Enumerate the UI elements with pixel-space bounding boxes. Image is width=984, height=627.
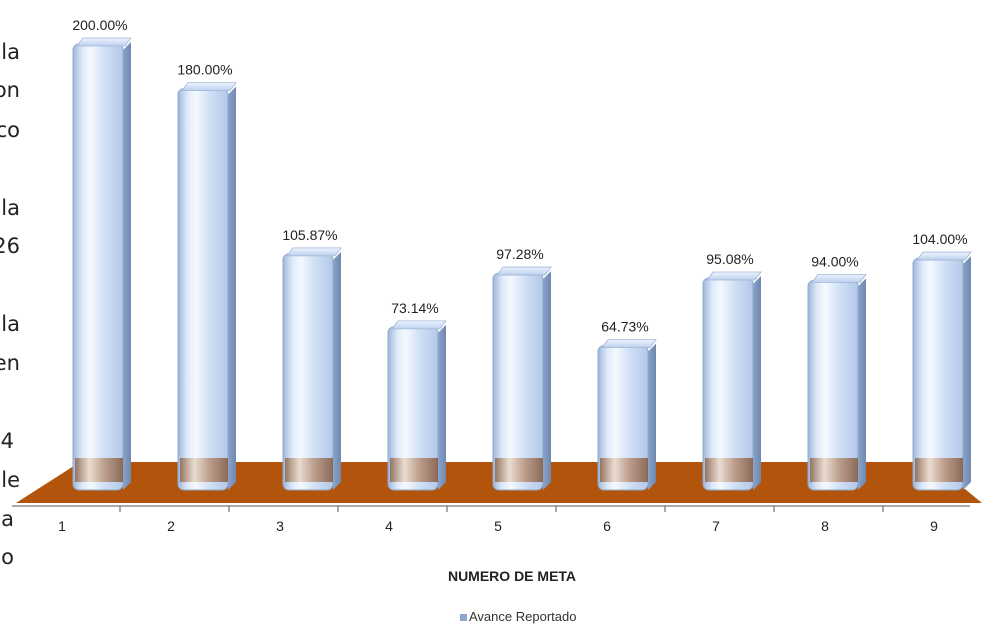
bar-side bbox=[543, 271, 551, 490]
bar-top bbox=[496, 266, 552, 276]
x-tick-label: 2 bbox=[167, 518, 175, 534]
bar bbox=[912, 257, 964, 491]
x-tick-label: 4 bbox=[385, 518, 393, 534]
bar bbox=[177, 88, 229, 491]
bar-side bbox=[648, 343, 656, 490]
bars: 200.00% 180.00% 105.87% 73.14% 97.28% 64.73% 9… bbox=[72, 17, 972, 491]
side-fragment: co bbox=[0, 118, 20, 142]
bar-top bbox=[811, 273, 867, 283]
x-tick-labels: 1 2 3 4 5 6 7 8 9 bbox=[58, 506, 938, 534]
x-axis-title: NUMERO DE META bbox=[448, 568, 576, 584]
data-label: 95.08% bbox=[706, 251, 753, 267]
bar-top bbox=[391, 320, 447, 330]
bar-top bbox=[181, 82, 237, 91]
side-fragment: 4 bbox=[0, 429, 14, 453]
bar-side bbox=[123, 42, 131, 490]
bar-group bbox=[282, 247, 342, 491]
bar-top bbox=[286, 247, 342, 257]
side-fragment: la bbox=[1, 196, 20, 220]
bar-group bbox=[177, 82, 237, 491]
x-tick-label: 1 bbox=[58, 518, 66, 534]
bar bbox=[492, 272, 544, 491]
bar-side bbox=[858, 278, 866, 490]
legend-swatch bbox=[460, 614, 467, 621]
side-fragment: le bbox=[1, 468, 20, 492]
bar-reflection bbox=[705, 458, 753, 482]
bar-reflection bbox=[180, 458, 228, 482]
x-tick-label: 5 bbox=[494, 518, 502, 534]
bar-group bbox=[807, 273, 867, 491]
x-tick-label: 7 bbox=[712, 518, 720, 534]
data-label: 180.00% bbox=[177, 62, 232, 78]
x-tick-label: 3 bbox=[276, 518, 284, 534]
bar-group bbox=[912, 251, 972, 491]
bar-top bbox=[601, 339, 657, 349]
bar bbox=[72, 43, 124, 491]
side-fragment: 26 bbox=[0, 234, 20, 258]
bar-reflection bbox=[600, 458, 648, 482]
data-label: 104.00% bbox=[912, 231, 967, 247]
bar-side bbox=[438, 324, 446, 490]
data-label: 64.73% bbox=[601, 319, 648, 335]
side-fragment: en bbox=[0, 351, 20, 375]
legend: Avance Reportado bbox=[460, 609, 576, 624]
data-label: 105.87% bbox=[282, 227, 337, 243]
bar-top bbox=[706, 271, 762, 281]
bar-group bbox=[387, 320, 447, 491]
bar-reflection bbox=[810, 458, 858, 482]
bar-reflection bbox=[495, 458, 543, 482]
data-label: 200.00% bbox=[72, 17, 127, 33]
bar-top bbox=[916, 251, 972, 261]
x-tick-label: 9 bbox=[930, 518, 938, 534]
data-label: 97.28% bbox=[496, 246, 543, 262]
bar-group bbox=[72, 37, 132, 491]
bar-side bbox=[228, 86, 236, 490]
side-fragment: la bbox=[0, 507, 14, 531]
bar-group bbox=[702, 271, 762, 491]
data-label: 94.00% bbox=[811, 253, 858, 269]
bar-side bbox=[333, 251, 341, 490]
x-tick-label: 8 bbox=[821, 518, 829, 534]
x-tick-label: 6 bbox=[603, 518, 611, 534]
legend-label: Avance Reportado bbox=[469, 609, 576, 624]
bar-reflection bbox=[75, 458, 123, 482]
bar bbox=[282, 253, 334, 491]
side-fragment: la bbox=[1, 40, 20, 64]
side-fragment: io bbox=[0, 545, 14, 569]
bar-reflection bbox=[390, 458, 438, 482]
bar-side bbox=[963, 256, 971, 490]
side-fragment: la bbox=[1, 312, 20, 336]
side-fragment: on bbox=[0, 78, 20, 102]
bar-reflection bbox=[915, 458, 963, 482]
data-label: 73.14% bbox=[391, 300, 438, 316]
bar-reflection bbox=[285, 458, 333, 482]
bar-side bbox=[753, 275, 761, 490]
bar-group bbox=[492, 266, 552, 491]
bar-top bbox=[76, 37, 132, 47]
bar-group bbox=[597, 339, 657, 491]
